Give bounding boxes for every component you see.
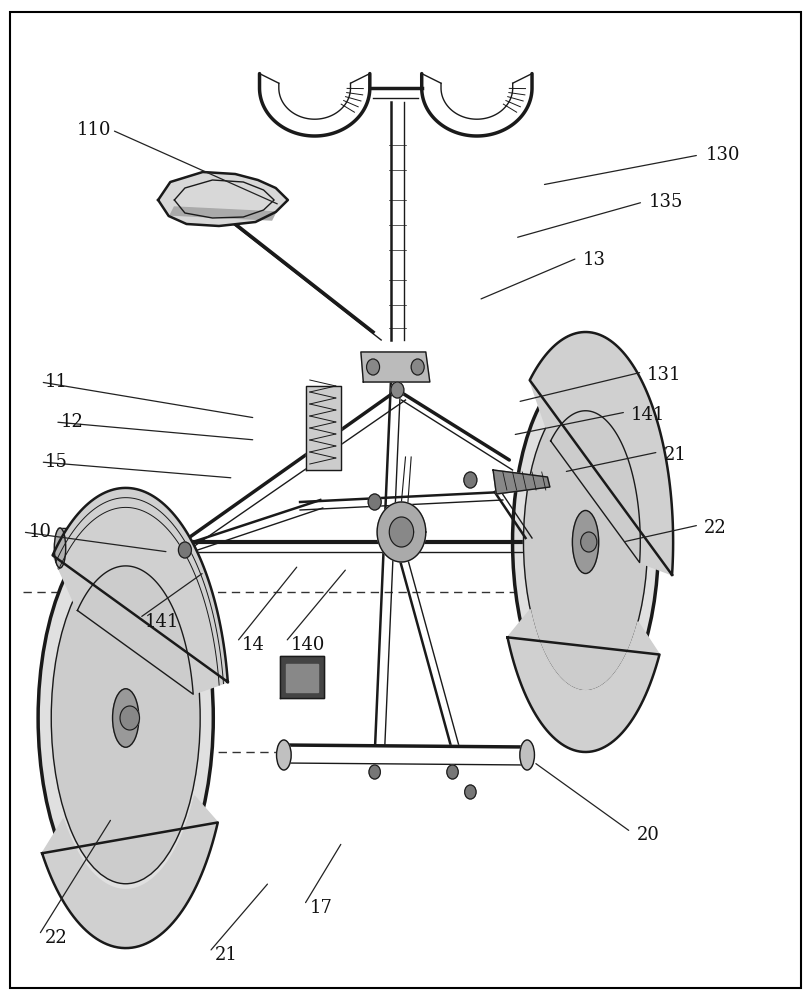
Circle shape xyxy=(465,785,476,799)
Circle shape xyxy=(120,706,139,730)
Polygon shape xyxy=(53,488,228,694)
Circle shape xyxy=(464,472,477,488)
Ellipse shape xyxy=(573,510,599,574)
Polygon shape xyxy=(306,386,341,470)
Circle shape xyxy=(377,502,426,562)
Ellipse shape xyxy=(513,367,659,717)
Text: 131: 131 xyxy=(647,366,682,384)
Circle shape xyxy=(581,532,597,552)
Ellipse shape xyxy=(51,552,200,884)
Circle shape xyxy=(411,359,424,375)
Text: 140: 140 xyxy=(290,636,324,654)
Text: 10: 10 xyxy=(28,523,51,541)
Ellipse shape xyxy=(277,740,291,770)
Polygon shape xyxy=(42,796,218,948)
Circle shape xyxy=(391,382,404,398)
Text: 11: 11 xyxy=(45,373,67,391)
Circle shape xyxy=(447,765,458,779)
Polygon shape xyxy=(158,172,288,226)
Text: 13: 13 xyxy=(582,251,605,269)
Polygon shape xyxy=(286,664,318,692)
Text: 21: 21 xyxy=(215,946,238,964)
Ellipse shape xyxy=(38,523,213,913)
Circle shape xyxy=(369,765,380,779)
Circle shape xyxy=(367,359,380,375)
Text: 141: 141 xyxy=(144,613,178,631)
Ellipse shape xyxy=(524,393,648,691)
Text: 22: 22 xyxy=(704,519,727,537)
Ellipse shape xyxy=(113,689,139,747)
Polygon shape xyxy=(493,470,550,494)
Text: 141: 141 xyxy=(631,406,665,424)
Ellipse shape xyxy=(520,740,534,770)
Polygon shape xyxy=(58,528,75,568)
Text: 110: 110 xyxy=(77,121,112,139)
Text: 15: 15 xyxy=(45,453,67,471)
Circle shape xyxy=(389,517,414,547)
Text: 130: 130 xyxy=(706,146,740,164)
Text: 21: 21 xyxy=(663,446,686,464)
Polygon shape xyxy=(280,656,324,698)
Text: 20: 20 xyxy=(637,826,659,844)
Text: 17: 17 xyxy=(310,899,333,917)
Text: 135: 135 xyxy=(649,193,683,211)
Text: 22: 22 xyxy=(45,929,67,947)
Ellipse shape xyxy=(54,528,66,568)
Text: 14: 14 xyxy=(242,636,264,654)
Circle shape xyxy=(178,542,191,558)
Polygon shape xyxy=(530,332,673,575)
Polygon shape xyxy=(508,610,659,752)
Polygon shape xyxy=(170,207,276,220)
Circle shape xyxy=(368,494,381,510)
Text: 12: 12 xyxy=(61,413,84,431)
Polygon shape xyxy=(361,352,430,382)
